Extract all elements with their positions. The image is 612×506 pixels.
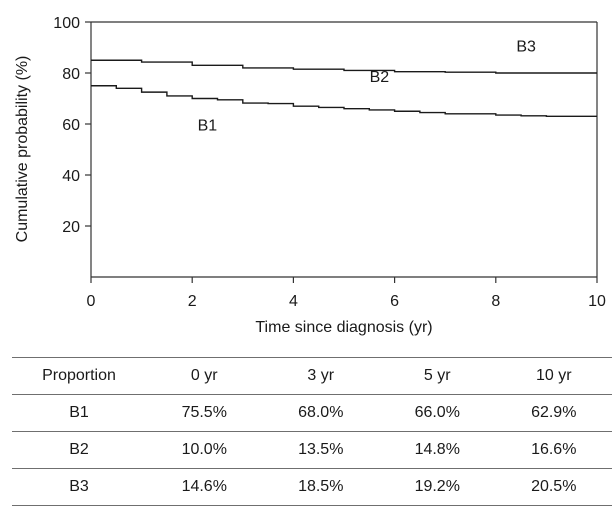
survival-chart: 0 2 4 6 8 10 20 40 60 80 100 B1 B2 B3 Time since di… <box>14 15 606 336</box>
row-label: B1 <box>12 394 146 432</box>
table-cell: 62.9% <box>495 394 612 432</box>
series-line-b2 <box>91 59 597 74</box>
x-tick-label: 6 <box>390 293 399 310</box>
table-cell: 20.5% <box>495 468 612 506</box>
survival-curves <box>91 59 597 118</box>
table-cell: 19.2% <box>379 468 496 506</box>
table-cell: 10.0% <box>146 431 263 469</box>
table-cell: 75.5% <box>146 394 263 432</box>
x-tick-label: 8 <box>491 293 500 310</box>
table-cell: 14.8% <box>379 431 496 469</box>
y-axis-ticks: 20 40 60 80 100 <box>53 15 91 236</box>
series-label-b1: B1 <box>198 117 218 134</box>
table-header-row: Proportion 0 yr 3 yr 5 yr 10 yr <box>12 357 612 395</box>
table-cell: 68.0% <box>262 394 379 432</box>
proportion-table: Proportion 0 yr 3 yr 5 yr 10 yr B1 75.5%… <box>12 357 612 506</box>
table-row: B3 14.6% 18.5% 19.2% 20.5% <box>12 468 612 506</box>
y-tick-label: 60 <box>62 117 80 134</box>
y-tick-label: 40 <box>62 168 80 185</box>
x-tick-label: 2 <box>188 293 197 310</box>
plot-frame <box>90 21 598 278</box>
header-10yr: 10 yr <box>495 357 612 395</box>
table-cell: 13.5% <box>262 431 379 469</box>
y-tick-label: 80 <box>62 66 80 83</box>
table-cell: 16.6% <box>495 431 612 469</box>
series-label-b2: B2 <box>370 69 390 86</box>
header-5yr: 5 yr <box>379 357 496 395</box>
table-cell: 66.0% <box>379 394 496 432</box>
x-tick-label: 0 <box>87 293 96 310</box>
curve-labels: B1 B2 B3 <box>198 38 536 134</box>
table-cell: 14.6% <box>146 468 263 506</box>
series-line-b1 <box>91 85 597 118</box>
y-tick-label: 100 <box>53 15 80 32</box>
series-label-b3: B3 <box>516 38 536 55</box>
table-row: B1 75.5% 68.0% 66.0% 62.9% <box>12 394 612 432</box>
header-0yr: 0 yr <box>146 357 263 395</box>
x-tick-label: 4 <box>289 293 298 310</box>
x-axis-title: Time since diagnosis (yr) <box>255 319 432 336</box>
table-cell: 18.5% <box>262 468 379 506</box>
x-axis-ticks: 0 2 4 6 8 10 <box>87 277 606 310</box>
y-axis-title: Cumulative probability (%) <box>14 56 31 243</box>
x-tick-label: 10 <box>588 293 606 310</box>
row-label: B2 <box>12 431 146 469</box>
table-row: B2 10.0% 13.5% 14.8% 16.6% <box>12 431 612 469</box>
row-label: B3 <box>12 468 146 506</box>
header-3yr: 3 yr <box>262 357 379 395</box>
header-proportion: Proportion <box>12 357 146 395</box>
y-tick-label: 20 <box>62 219 80 236</box>
